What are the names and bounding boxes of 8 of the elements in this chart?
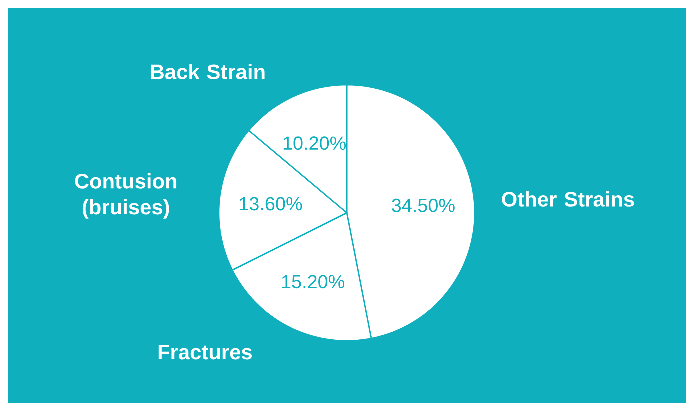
- slice-label: Fractures: [158, 345, 252, 360]
- slice-label: Contusion (bruises): [75, 173, 177, 219]
- slice-label: Back Strain: [151, 64, 265, 80]
- slice-label: Other Strains: [502, 192, 634, 207]
- data-label: 13.60%: [240, 197, 302, 211]
- data-label: 34.50%: [392, 198, 455, 212]
- data-label: 15.20%: [282, 275, 345, 289]
- data-label: 10.20%: [284, 136, 346, 150]
